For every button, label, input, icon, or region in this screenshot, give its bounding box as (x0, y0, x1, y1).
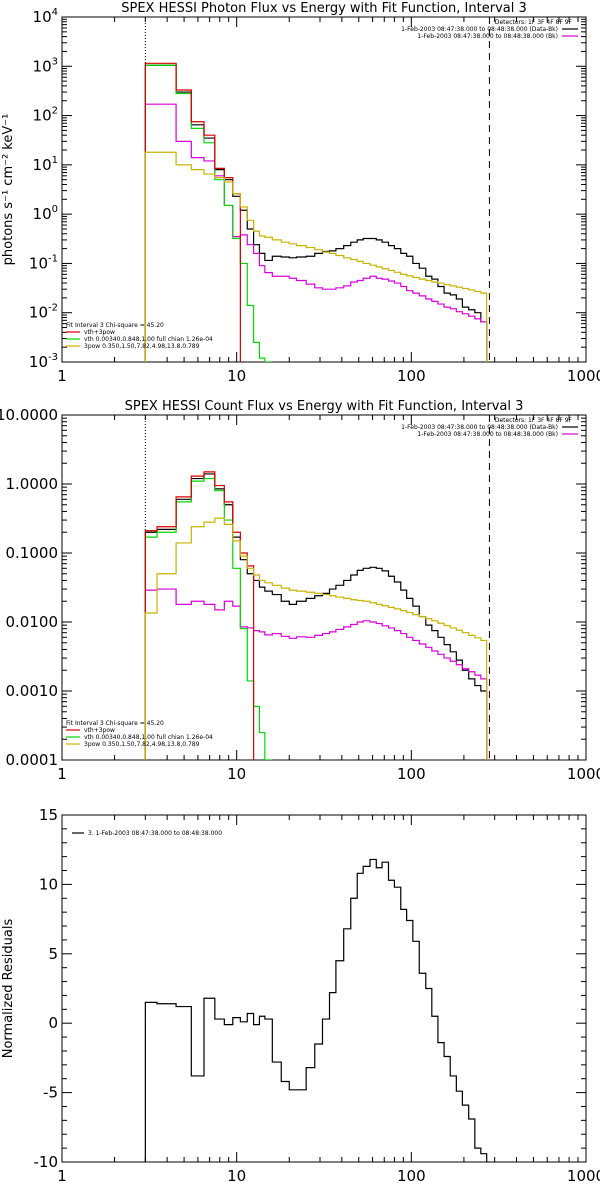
y-tick-label: 101 (33, 155, 58, 174)
y-tick-label: 0 (48, 1014, 58, 1032)
chart-panel-1: 1 10 100 1000 10-3 10-2 10-1 100 101 102 103 104 SPE… (1, 1, 600, 385)
x-tick-label: 10 (227, 367, 246, 385)
y-tick-label: 104 (33, 7, 58, 26)
y-tick-label: -10 (34, 1153, 59, 1171)
data-series-1 (144, 858, 490, 1162)
y-tick-label: 0.0010 (6, 682, 59, 700)
x-tick-label: 1000 (567, 1167, 600, 1185)
plot-frame (61, 16, 587, 363)
legend-bottom-entry: 3pow 0.350,1.50,7.82,4.98,13.8,0.789 (84, 343, 200, 350)
data-series-4 (144, 62, 241, 362)
data-series-2 (144, 588, 488, 760)
legend-top-entry: 1-Feb-2003 08:47:38.000 to 08:48:38.000 … (401, 424, 558, 431)
y-axis-label: photons s⁻¹ cm⁻² keV⁻¹ (1, 114, 16, 266)
legend-top-entry: 1-Feb-2003 08:47:38.000 to 08:48:38.000 … (417, 431, 558, 438)
legend-top-entry: Detectors: 1F 3F 4F 8F 9F (495, 19, 573, 26)
y-tick-label: 0.0001 (6, 751, 59, 769)
y-tick-label: 100 (33, 204, 58, 223)
chart-title: SPEX HESSI Photon Flux vs Energy with Fi… (121, 1, 527, 16)
y-tick-label: 0.0100 (6, 613, 59, 631)
chart-panel-3: 1 10 100 1000 -10 -5 0 5 10 15 Normalized Residual… (1, 806, 600, 1185)
chart-panel-2: 1 10 100 1000 0.0001 0.0010 0.0100 0.1000 1.0000… (0, 399, 600, 783)
legend-top-entry: Detectors: 1F 3F 4F 8F 9F (495, 417, 573, 424)
x-tick-label: 1 (57, 367, 67, 385)
data-series-5 (144, 517, 488, 760)
y-tick-label: 5 (48, 945, 58, 963)
data-series-3 (144, 64, 273, 362)
x-tick-label: 1 (57, 765, 67, 783)
x-tick-label: 1000 (567, 367, 600, 385)
x-tick-label: 10 (227, 1167, 246, 1185)
chart-title: SPEX HESSI Count Flux vs Energy with Fit… (125, 399, 524, 414)
y-tick-label: 10-3 (29, 352, 58, 371)
legend-bottom-entry: Fit Interval 3 Chi-square = 45.20 (66, 720, 164, 727)
legend-bottom-entry: vth+3pow (84, 329, 115, 336)
data-series-5 (144, 151, 488, 362)
legend-bottom-entry: vth 0.00340,0.848,1.00 full chian 1.26e-… (84, 734, 213, 741)
y-tick-label: 1.0000 (6, 475, 59, 493)
x-tick-label: 1 (57, 1167, 67, 1185)
series-group (144, 471, 488, 760)
x-tick-label: 100 (397, 367, 426, 385)
legend-bottom-entry: vth 0.00340,0.848,1.00 full chian 1.26e-… (84, 336, 213, 343)
y-tick-label: 0.1000 (6, 544, 59, 562)
legend-bottom-entry: 3pow 0.350,1.50,7.82,4.98,13.8,0.789 (84, 741, 200, 748)
data-series-4 (144, 471, 255, 760)
data-series-1 (144, 473, 488, 760)
x-tick-label: 100 (397, 765, 426, 783)
y-tick-label: 103 (33, 56, 58, 75)
x-tick-label: 10 (227, 765, 246, 783)
y-tick-label: 10-1 (29, 253, 58, 272)
legend-top-entry: 1-Feb-2003 08:47:38.000 to 08:48:38.000 … (417, 33, 558, 40)
y-tick-label: 10 (39, 875, 58, 893)
y-tick-label: 10.0000 (0, 406, 58, 424)
y-axis-label: Normalized Residuals (1, 919, 16, 1059)
y-tick-label: 15 (39, 806, 58, 824)
series-group (144, 858, 490, 1162)
legend-bottom-entry: vth+3pow (84, 727, 115, 734)
legend-entry: 3. 1-Feb-2003 08:47:38.000 to 08:48:38.0… (88, 830, 222, 837)
y-tick-label: 10-2 (29, 303, 58, 322)
legend-bottom-entry: Fit Interval 3 Chi-square = 45.20 (66, 322, 164, 329)
y-tick-label: 102 (33, 106, 58, 125)
x-tick-label: 100 (397, 1167, 426, 1185)
data-series-2 (144, 103, 488, 362)
plot-frame (61, 414, 587, 761)
plot-frame (61, 814, 587, 1163)
data-series-1 (144, 64, 488, 362)
x-tick-label: 1000 (567, 765, 600, 783)
y-tick-label: -5 (43, 1084, 58, 1102)
series-group (144, 62, 488, 362)
legend-top-entry: 1-Feb-2003 08:47:38.000 to 08:48:38.000 … (401, 26, 558, 33)
